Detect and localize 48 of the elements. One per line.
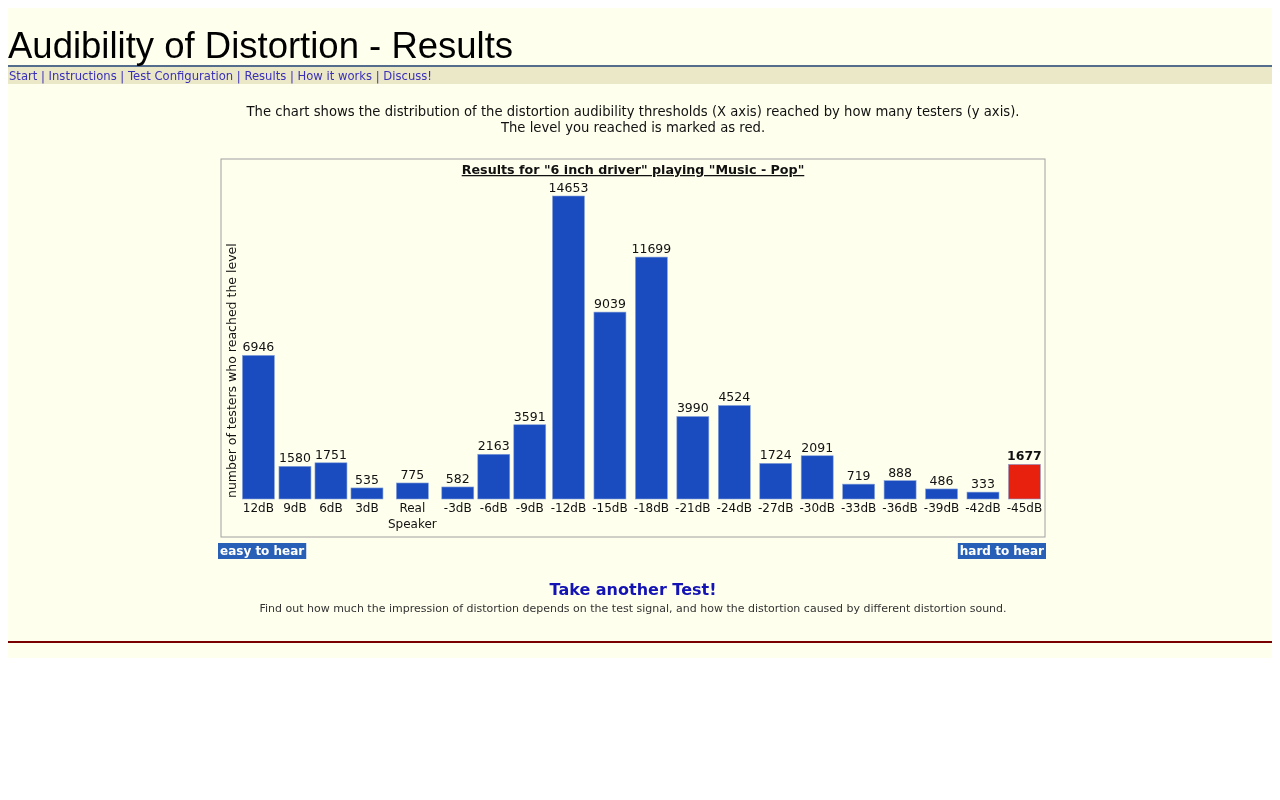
x-tick-label: -15dB: [592, 501, 628, 515]
data-label: 1677: [1007, 448, 1042, 464]
data-label: 333: [971, 476, 995, 492]
x-tick-label: -6dB: [479, 501, 508, 515]
data-label: 582: [445, 470, 470, 486]
x-tick-label: -18dB: [633, 501, 670, 515]
data-label: 1751: [315, 446, 347, 462]
data-label: 4524: [718, 389, 751, 405]
data-label: 888: [888, 464, 913, 480]
x-tick-label: 9dB: [283, 501, 307, 515]
text: Find out how much the impression of distortion depends on the test signal, and how the distortion caused by different distortion sound.: [259, 602, 1007, 615]
x-tick-label: -24dB: [716, 501, 753, 515]
data-label: 2091: [801, 439, 834, 455]
x-tick-label: -39dB: [923, 501, 960, 515]
x-tick-label: -12dB: [550, 501, 587, 515]
text: Start | Instructions | Test Configuration | Results | How it works | Discuss!: [9, 69, 432, 84]
text: Audibility of Distortion - Results: [8, 25, 514, 66]
data-label: 6946: [242, 339, 275, 355]
data-label: 2163: [477, 438, 510, 454]
x-tick-label: -33dB: [840, 501, 877, 515]
x-tick-label: -21dB: [675, 501, 711, 515]
data-label: 9039: [594, 296, 626, 312]
data-label: 1724: [759, 447, 792, 463]
text: The level you reached is marked as red.: [499, 120, 766, 135]
x-tick-label: 3dB: [355, 501, 379, 515]
data-label: 14653: [548, 180, 589, 195]
data-label: 3591: [513, 408, 546, 424]
x-tick-label: Real Speaker: [387, 501, 437, 531]
text: Take another Test!: [549, 580, 717, 599]
data-label: 1580: [279, 450, 311, 466]
data-label: 775: [400, 466, 425, 482]
x-tick-label: -42dB: [965, 501, 1001, 515]
text: The chart shows the distribution of the distortion audibility thresholds (X axis) reached by how many testers (y axis).: [245, 104, 1020, 119]
x-tick-label: -30dB: [799, 501, 835, 515]
data-label: 486: [929, 472, 954, 488]
x-tick-label: -45dB: [1006, 501, 1043, 515]
x-tick-label: -27dB: [758, 501, 794, 515]
x-tick-label: -3dB: [443, 501, 472, 515]
data-label: 3990: [676, 400, 709, 416]
x-tick-label: -36dB: [882, 501, 918, 515]
data-label: 11699: [631, 241, 672, 257]
data-label: 719: [846, 468, 871, 484]
x-tick-label: -9dB: [515, 501, 544, 515]
x-tick-label: 6dB: [319, 501, 343, 515]
y-axis-title: number of testers who reached the level: [224, 243, 239, 498]
x-tick-label: 12dB: [242, 501, 274, 515]
data-label: 535: [355, 471, 379, 487]
chart-title: Results for "6 inch driver" playing "Music - Pop": [461, 162, 805, 177]
